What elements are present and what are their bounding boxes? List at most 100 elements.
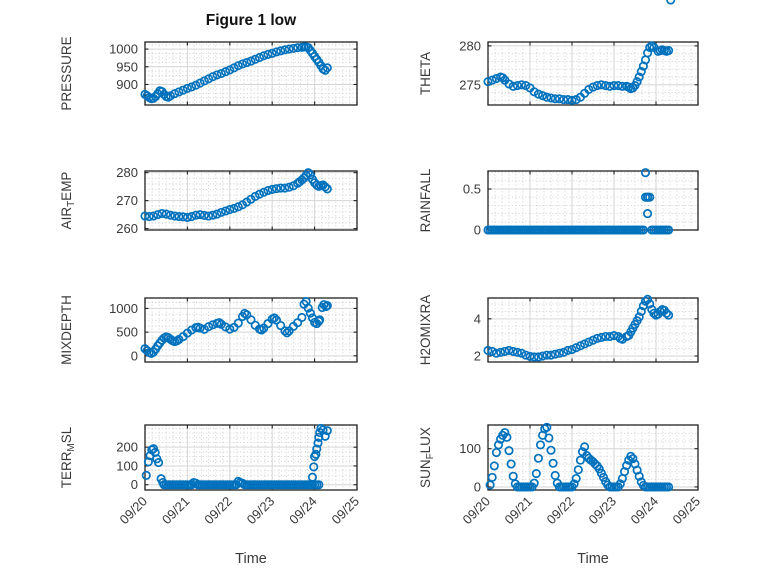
data-point [187, 82, 197, 92]
data-point [320, 65, 330, 75]
axes-box [487, 41, 699, 106]
y-tick-label: 0 [131, 348, 138, 363]
data-point [280, 183, 290, 193]
data-point [645, 192, 655, 202]
data-point [575, 341, 585, 351]
data-point [307, 472, 318, 482]
data-point [500, 346, 510, 356]
data-series [485, 422, 674, 492]
y-tick-label: 0 [474, 223, 481, 238]
data-point [178, 85, 188, 95]
data-point [500, 428, 510, 438]
data-point [312, 444, 322, 454]
y-axis-label: TERRMSL [59, 426, 77, 488]
data-point [538, 91, 548, 101]
data-point [550, 94, 560, 104]
data-point [182, 83, 192, 93]
data-point [533, 453, 543, 463]
data-point [263, 186, 273, 196]
data-point [554, 94, 564, 104]
data-point [636, 67, 646, 77]
data-point [517, 80, 527, 90]
data-series [483, 294, 674, 362]
data-point [592, 333, 602, 343]
data-point [567, 95, 577, 105]
x-tick-label: 09/21 [159, 494, 193, 528]
tick-marks [487, 298, 699, 362]
data-point [314, 480, 324, 490]
data-point [487, 472, 497, 482]
data-point [170, 89, 180, 99]
data-series [483, 0, 676, 235]
data-point [237, 59, 248, 69]
data-point [276, 183, 286, 193]
data-point [305, 308, 315, 318]
data-point [208, 72, 218, 82]
data-point [596, 332, 606, 342]
data-point [640, 168, 651, 178]
data-point [634, 72, 644, 82]
data-point [303, 168, 313, 178]
data-point [559, 95, 569, 105]
data-point [284, 44, 294, 54]
axes-box [144, 424, 358, 491]
data-point [645, 299, 655, 309]
data-point [216, 68, 226, 79]
data-point [221, 206, 231, 216]
data-point [263, 49, 273, 59]
data-point [489, 461, 499, 471]
data-point [187, 480, 197, 490]
data-point [233, 61, 243, 71]
major-grid [145, 425, 357, 490]
data-point [178, 212, 188, 222]
data-point [647, 41, 657, 51]
data-point [664, 46, 674, 56]
data-point [204, 322, 214, 332]
data-point [508, 346, 518, 356]
data-point [535, 440, 546, 450]
x-tick-label: 09/24 [628, 494, 662, 528]
data-point [282, 328, 292, 338]
minor-grid [145, 425, 357, 490]
data-point [320, 431, 330, 441]
subplot-rainfall: 0 0.5 RAINFALL [418, 0, 699, 238]
y-tick-label: 280 [116, 165, 138, 180]
axes-box [487, 297, 699, 363]
data-point [546, 445, 556, 455]
x-tick-label: 09/22 [544, 494, 578, 528]
data-point [628, 454, 638, 464]
data-point [542, 422, 552, 432]
data-point [199, 210, 209, 221]
data-point [259, 187, 269, 197]
data-point [613, 81, 623, 91]
data-point [212, 209, 222, 219]
data-point [554, 348, 564, 358]
data-point [580, 442, 590, 452]
data-point [322, 426, 332, 436]
data-point [664, 225, 674, 235]
data-point [269, 313, 279, 323]
subplot-pressure: 900 950 1000 PRESSURE [59, 36, 358, 111]
data-point [322, 301, 332, 311]
data-point [191, 210, 201, 220]
data-point [254, 53, 265, 63]
data-point [195, 323, 205, 333]
data-point [559, 347, 569, 357]
data-point [233, 318, 243, 328]
data-point [584, 337, 594, 347]
data-point [246, 315, 256, 325]
data-point [525, 351, 535, 361]
data-point [546, 93, 556, 103]
data-point [498, 73, 508, 83]
data-point [601, 331, 611, 342]
x-axis-label-left: Time [235, 551, 267, 567]
data-point [271, 315, 281, 325]
data-point [643, 294, 653, 304]
data-point [643, 209, 653, 219]
y-tick-label: 270 [116, 193, 138, 208]
x-tick-label: 09/25 [670, 494, 704, 528]
data-point [632, 77, 642, 87]
data-point [664, 310, 674, 320]
data-series [140, 168, 332, 222]
data-point [588, 82, 598, 92]
